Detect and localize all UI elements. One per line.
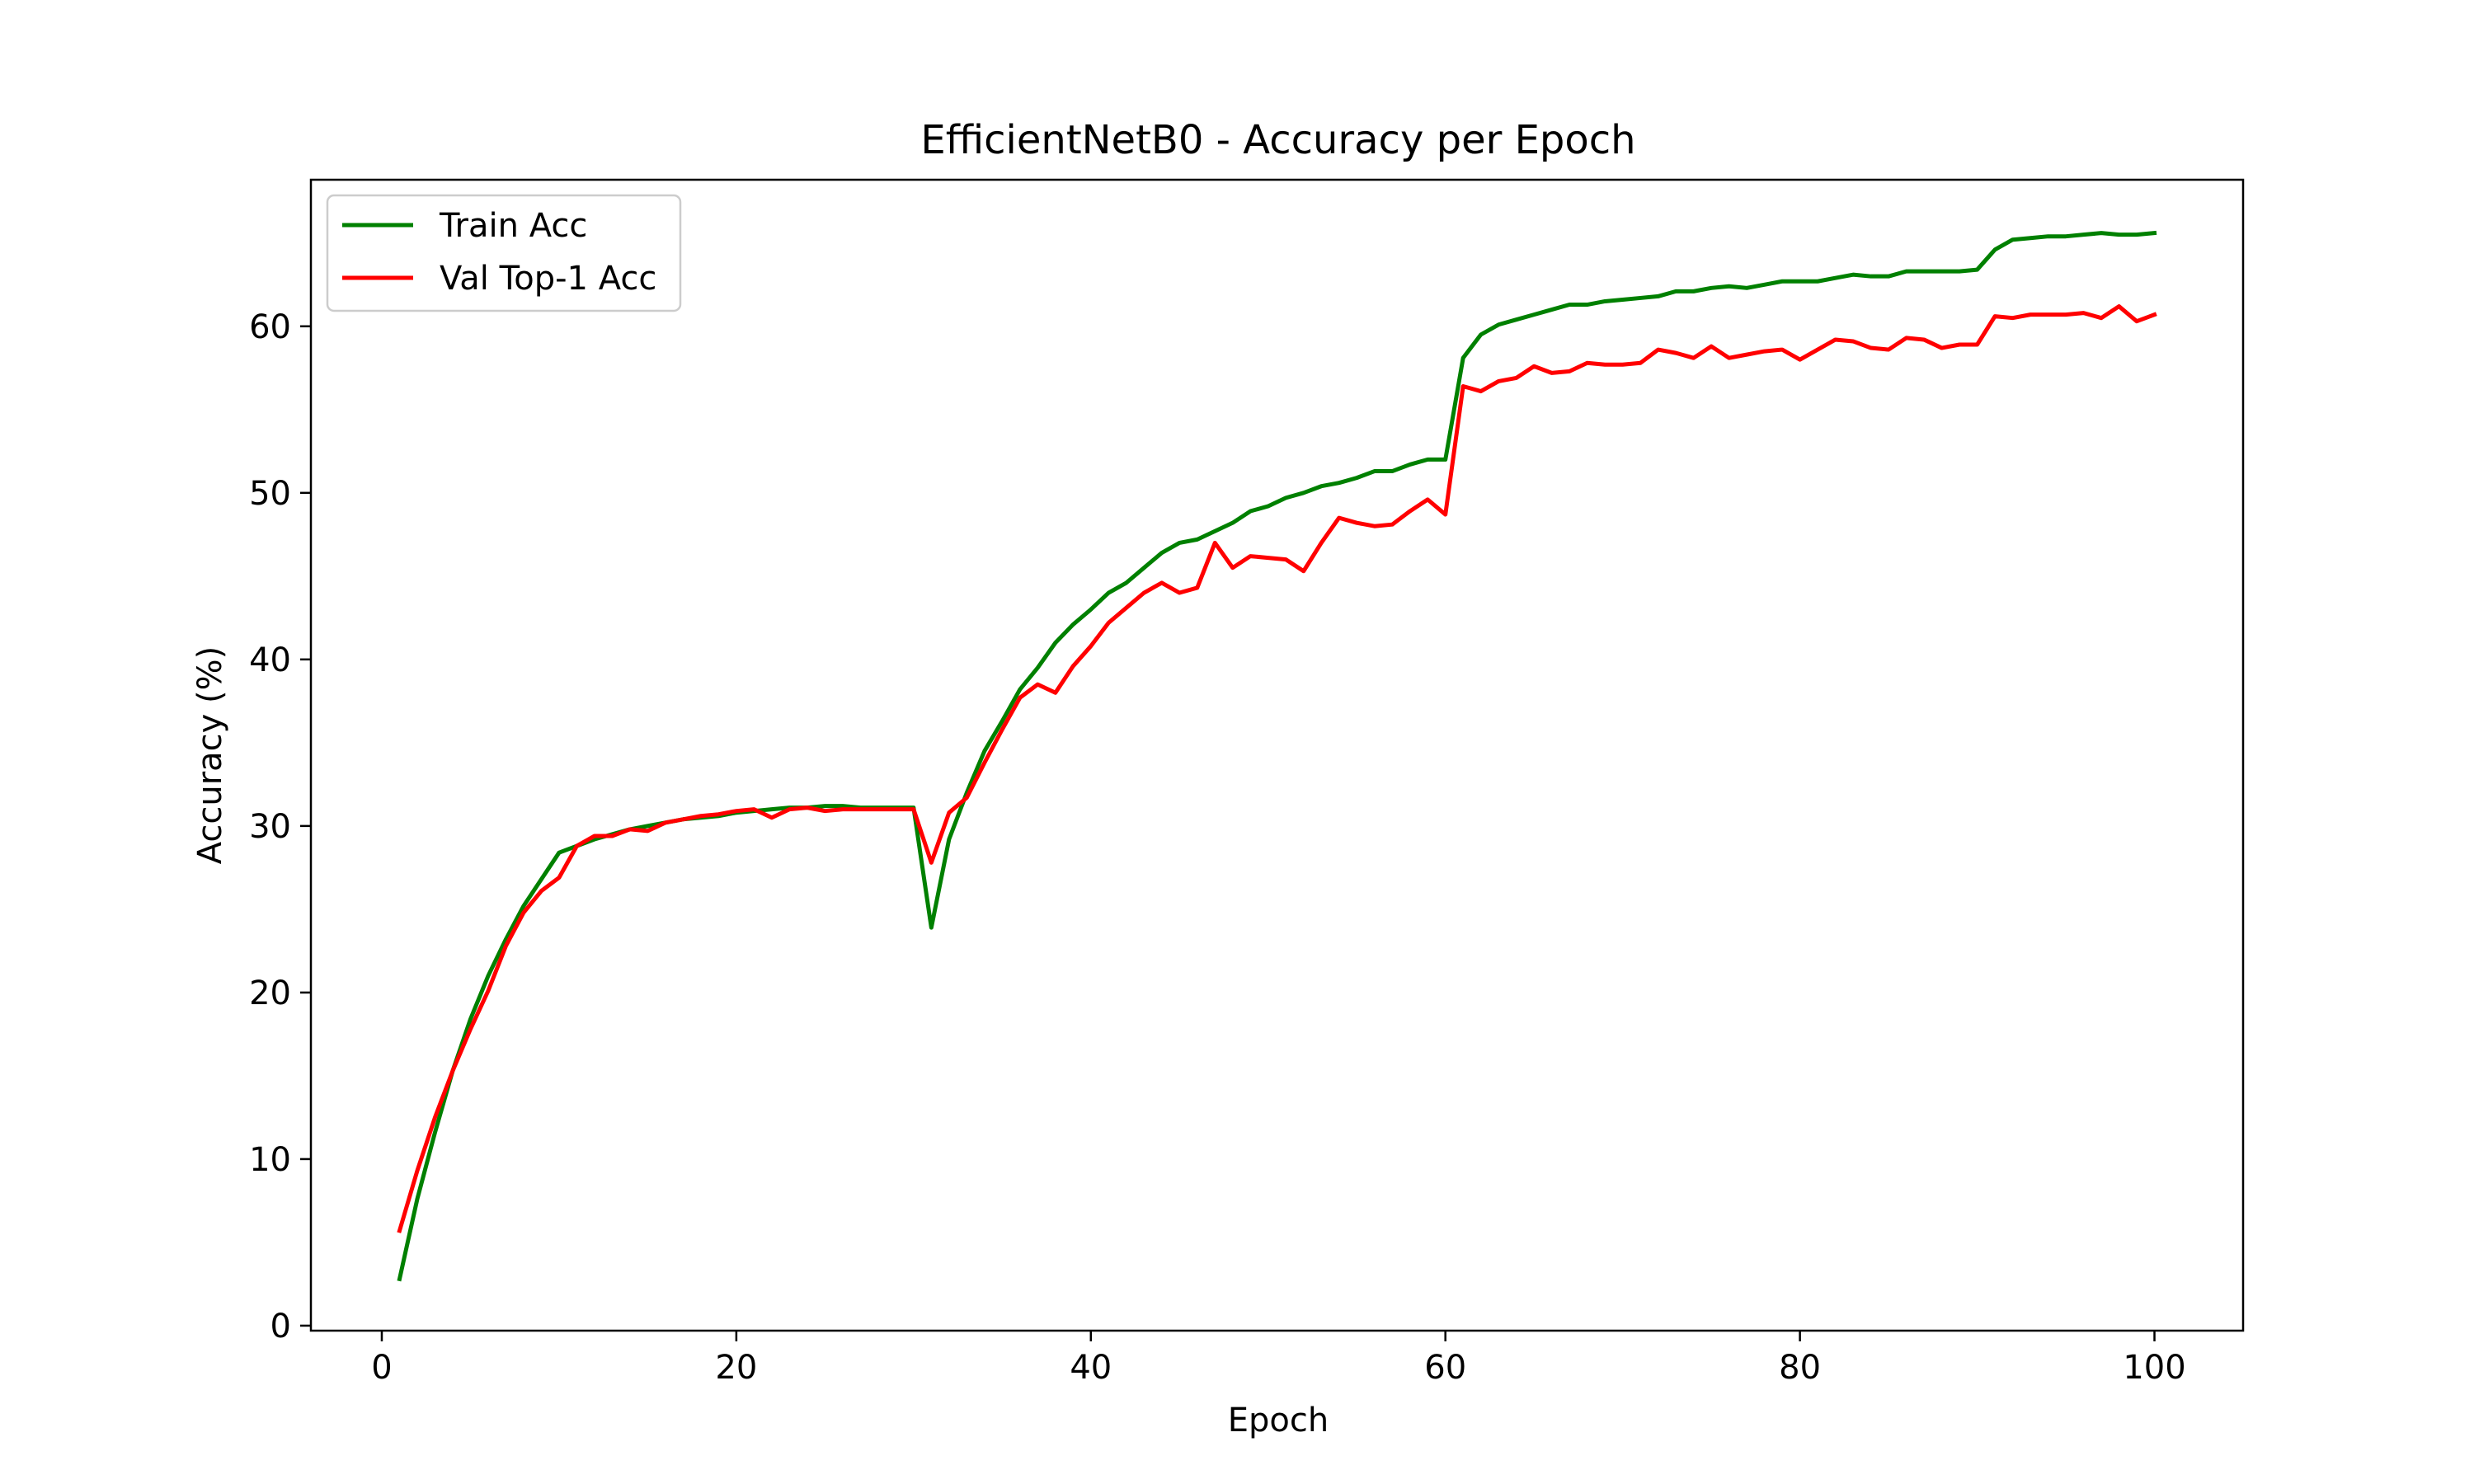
y-tick-label: 40	[249, 641, 291, 679]
series-layer	[397, 230, 2157, 1282]
x-tick-label: 100	[2123, 1349, 2185, 1387]
y-axis: 0 10 20 30 40 50 60	[249, 308, 311, 1345]
chart-title: EfficientNetB0 - Accuracy per Epoch	[920, 117, 1635, 163]
y-tick-label: 0	[270, 1308, 291, 1345]
x-tick-label: 60	[1424, 1349, 1466, 1387]
plot-area	[309, 178, 2245, 1332]
x-axis: 0 20 40 60 80 100	[371, 1331, 2186, 1387]
y-tick-label: 60	[249, 308, 291, 346]
plot-frame	[309, 178, 2245, 1332]
y-tick-label: 30	[249, 808, 291, 846]
legend-box	[326, 194, 682, 312]
x-tick-label: 0	[371, 1349, 392, 1387]
legend: Train Acc Val Top-1 Acc	[326, 194, 682, 312]
y-axis-label: Accuracy (%)	[191, 646, 229, 865]
x-tick-label: 80	[1779, 1349, 1821, 1387]
y-tick-label: 10	[249, 1141, 291, 1179]
series-line-val-top-1-acc	[397, 304, 2157, 1233]
legend-label-val-top1-acc: Val Top-1 Acc	[440, 260, 656, 298]
x-tick-label: 40	[1070, 1349, 1112, 1387]
x-tick-label: 20	[715, 1349, 757, 1387]
x-axis-label: Epoch	[1228, 1402, 1329, 1439]
legend-label-train-acc: Train Acc	[439, 207, 587, 245]
y-tick-label: 20	[249, 974, 291, 1012]
y-tick-label: 50	[249, 475, 291, 513]
